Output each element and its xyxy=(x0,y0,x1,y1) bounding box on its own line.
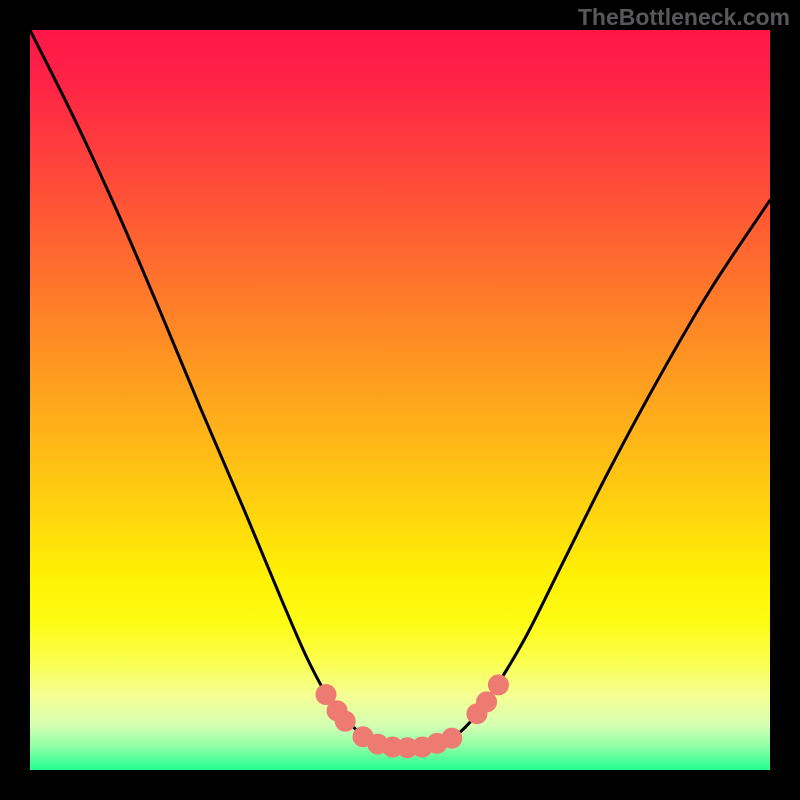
bottleneck-curve xyxy=(30,30,770,770)
curve-marker xyxy=(477,692,497,712)
curve-marker xyxy=(335,711,355,731)
plot-area xyxy=(30,30,770,770)
watermark-text: TheBottleneck.com xyxy=(578,4,790,31)
curve-marker xyxy=(442,728,462,748)
curve-marker xyxy=(488,675,508,695)
curve-path xyxy=(30,30,770,748)
